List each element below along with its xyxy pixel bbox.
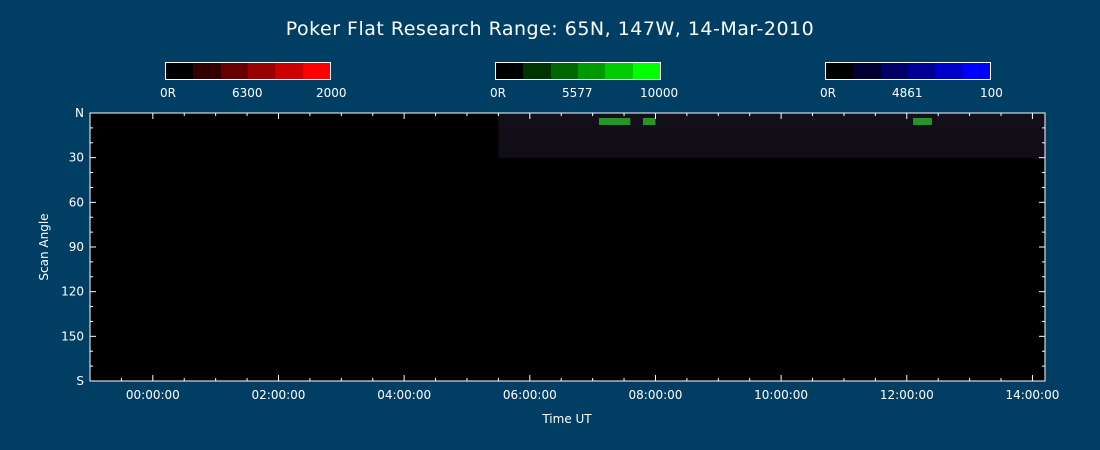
colorbar-red <box>165 62 331 80</box>
colorbar-red-min: 0R <box>160 86 176 100</box>
x-tick-label: 10:00:00 <box>754 388 808 402</box>
x-tick-label: 12:00:00 <box>880 388 934 402</box>
y-tick-label: 90 <box>69 240 84 254</box>
colorbar-blue-min: 0R <box>820 86 836 100</box>
colorbar-red-mid: 6300 <box>232 86 263 100</box>
aurora-green-arc <box>598 118 631 125</box>
x-axis-label: Time UT <box>541 412 592 426</box>
y-axis: N 30 60 90 120 150 S <box>61 106 1045 388</box>
x-tick-label: 04:00:00 <box>377 388 431 402</box>
y-tick-label: 120 <box>61 285 84 299</box>
colorbar-blue-mid: 4861 <box>892 86 923 100</box>
chart-title: Poker Flat Research Range: 65N, 147W, 14… <box>285 18 815 40</box>
aurora-green-arc <box>642 118 656 125</box>
plot-area <box>90 113 1045 381</box>
y-axis-label: Scan Angle <box>37 213 51 280</box>
x-tick-label: 02:00:00 <box>252 388 306 402</box>
y-tick-label: S <box>76 374 84 388</box>
colorbar-red-max: 2000 <box>316 86 347 100</box>
aurora-emission <box>497 113 1046 325</box>
colorbar-blue-max: 100 <box>980 86 1003 100</box>
aurora-band <box>498 113 1045 158</box>
aurora-green-arc <box>913 118 932 125</box>
colorbar-green <box>495 62 661 80</box>
x-tick-label: 00:00:00 <box>126 388 180 402</box>
colorbar-blue <box>825 62 991 80</box>
x-tick-label: 08:00:00 <box>629 388 683 402</box>
x-tick-label: 14:00:00 <box>1005 388 1059 402</box>
x-axis: 00:00:00 02:00:00 04:00:00 06:00:00 08:00:00… <box>120 113 1059 402</box>
colorbar-green-max: 10000 <box>640 86 679 100</box>
y-tick-label: N <box>75 106 84 120</box>
y-tick-label: 30 <box>69 151 84 165</box>
colorbar-green-min: 0R <box>490 86 506 100</box>
y-tick-label: 150 <box>61 329 84 343</box>
x-tick-label: 06:00:00 <box>503 388 557 402</box>
colorbar-green-mid: 5577 <box>562 86 593 100</box>
y-tick-label: 60 <box>69 195 84 209</box>
